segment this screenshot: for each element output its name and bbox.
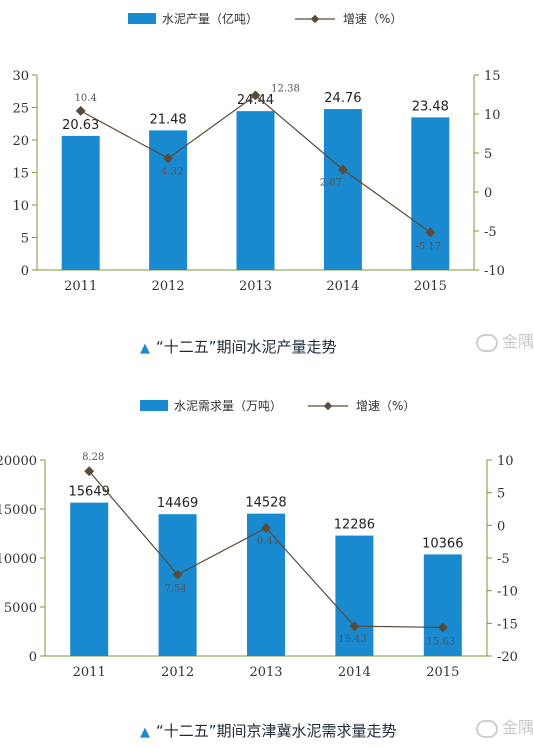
bar <box>70 502 109 656</box>
x-tick-label: 2014 <box>326 279 359 294</box>
growth-point <box>437 622 448 633</box>
bar-value-label: 23.48 <box>412 99 449 114</box>
triangle-icon: ▲ <box>140 341 150 356</box>
x-tick-label: 2014 <box>338 665 371 680</box>
y-left-tick-label: 25 <box>12 102 29 117</box>
y-left-tick-label: 30 <box>12 69 29 84</box>
bar-value-label: 14469 <box>157 496 198 511</box>
growth-point <box>163 153 174 164</box>
y-right-tick-label: 5 <box>497 487 505 502</box>
y-left-tick-label: 0 <box>29 650 37 665</box>
triangle-icon: ▲ <box>140 725 150 740</box>
y-left-tick-label: 5000 <box>4 601 37 616</box>
bar <box>236 111 275 270</box>
y-left-tick-label: 0 <box>21 264 29 279</box>
chart-caption: ▲ “十二五”期间水泥产量走势 <box>140 336 337 357</box>
y-left-tick-label: 10 <box>12 199 29 214</box>
growth-value-label: 8.28 <box>82 452 104 463</box>
x-tick-label: 2012 <box>152 279 185 294</box>
y-right-tick-label: -20 <box>497 650 518 665</box>
watermark-text: 金隅 <box>501 718 534 737</box>
legend-line-marker <box>323 401 333 411</box>
y-right-tick-label: -10 <box>484 264 505 279</box>
legend-bar-label: 水泥需求量（万吨） <box>174 399 282 413</box>
growth-point <box>337 164 348 175</box>
growth-value-label: 12.38 <box>271 83 300 94</box>
y-right-tick-label: 10 <box>497 454 514 469</box>
bar <box>335 535 374 656</box>
production-chart: 水泥产量（亿吨） 增速（%） 0 5 10 15 20 25 30 -10 -5 0 5 10 15 20.6… <box>12 11 505 294</box>
growth-value-label: 15.63 <box>426 636 455 647</box>
legend-line-marker <box>310 14 320 24</box>
growth-value-label: 10.4 <box>75 93 97 104</box>
bar <box>158 514 197 656</box>
caption-text: “十二五”期间京津冀水泥需求量走势 <box>156 722 397 740</box>
growth-value-label: 2.87 <box>320 178 342 189</box>
y-right-tick-label: 5 <box>484 147 492 162</box>
y-left-tick-label: 10000 <box>0 552 37 567</box>
y-right-tick-label: 15 <box>484 69 501 84</box>
bar <box>411 117 450 270</box>
y-left-tick-label: 20 <box>12 134 29 149</box>
growth-value-label: 15.43 <box>338 634 367 645</box>
legend-line-label: 增速（%） <box>356 399 415 413</box>
bar-value-label: 24.76 <box>324 91 361 106</box>
bar-value-label: 24.44 <box>237 93 274 108</box>
legend-bar-swatch <box>140 400 168 411</box>
bar-value-label: 12286 <box>334 518 375 533</box>
bar-value-label: 21.48 <box>149 112 186 127</box>
bar-value-label: 15649 <box>69 485 110 500</box>
growth-point <box>425 227 436 238</box>
x-tick-label: 2013 <box>239 279 272 294</box>
growth-value-label: -5.17 <box>415 241 441 252</box>
y-right-tick-label: 0 <box>484 186 492 201</box>
y-right-tick-label: 0 <box>497 519 505 534</box>
bar <box>423 554 462 656</box>
wechat-icon <box>475 719 498 738</box>
y-right-tick-label: 10 <box>484 108 501 123</box>
wechat-icon <box>475 333 498 352</box>
caption-text: “十二五”期间水泥产量走势 <box>156 338 337 356</box>
y-right-tick-label: -5 <box>484 225 497 240</box>
bar <box>323 109 362 270</box>
x-tick-label: 2015 <box>414 279 447 294</box>
growth-point <box>172 569 183 580</box>
legend-bar-swatch <box>128 13 156 24</box>
watermark-text: 金隅 <box>501 332 534 351</box>
bar-value-label: 20.63 <box>62 118 99 133</box>
y-right-tick-label: -5 <box>497 552 510 567</box>
watermark: 金隅 <box>475 328 534 352</box>
demand-chart: 水泥需求量（万吨） 增速（%） 0 5000 10000 15000 20000 -20 -15… <box>0 399 518 680</box>
x-tick-label: 2012 <box>161 665 194 680</box>
y-right-tick-label: -10 <box>497 585 518 600</box>
chart-caption: ▲ “十二五”期间京津冀水泥需求量走势 <box>140 720 397 741</box>
x-tick-label: 2011 <box>73 665 106 680</box>
growth-point <box>75 105 86 116</box>
chart-panel-demand: 水泥需求量（万吨） 增速（%） 0 5000 10000 15000 20000 -20 -15… <box>0 380 534 748</box>
chart-panel-production: 水泥产量（亿吨） 增速（%） 0 5 10 15 20 25 30 -10 -5 0 5 10 15 20.6… <box>0 0 534 372</box>
y-right-tick-label: -15 <box>497 617 518 632</box>
bar <box>247 513 285 656</box>
legend-bar-label: 水泥产量（亿吨） <box>162 11 258 26</box>
growth-value-label: 0.41 <box>257 536 279 547</box>
watermark: 金隅 <box>475 714 534 738</box>
growth-value-label: 4.32 <box>161 166 183 177</box>
x-tick-label: 2015 <box>426 665 459 680</box>
bar-value-label: 10366 <box>422 536 463 551</box>
y-left-tick-label: 20000 <box>0 454 37 469</box>
legend-line-label: 增速（%） <box>343 12 402 26</box>
x-tick-label: 2011 <box>64 279 97 294</box>
y-left-tick-label: 15 <box>12 167 29 182</box>
bar <box>61 135 100 270</box>
x-tick-label: 2013 <box>249 665 282 680</box>
growth-value-label: 7.54 <box>164 584 186 595</box>
y-left-tick-label: 5 <box>21 232 29 247</box>
y-left-tick-label: 15000 <box>0 503 37 518</box>
bar-value-label: 14528 <box>245 496 286 511</box>
